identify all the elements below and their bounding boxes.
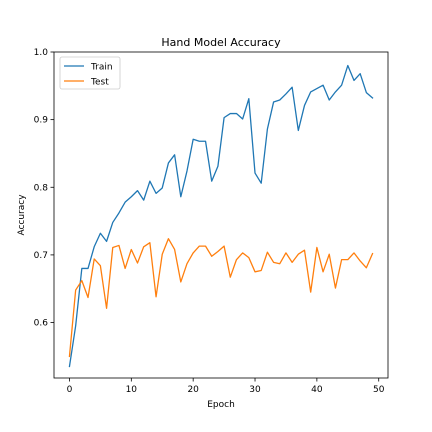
x-tick-label: 20 xyxy=(187,385,199,395)
series-line-test xyxy=(68,238,374,358)
x-tick-label: 50 xyxy=(373,385,385,395)
x-tick-label: 40 xyxy=(311,385,323,395)
y-tick-label: 0.6 xyxy=(34,319,49,329)
y-tick-label: 0.7 xyxy=(34,251,48,261)
y-tick-label: 1.0 xyxy=(34,48,49,58)
x-tick-label: 30 xyxy=(249,385,261,395)
chart-title: Hand Model Accuracy xyxy=(161,36,281,49)
y-axis-label: Accuracy xyxy=(17,194,27,236)
x-tick-label: 10 xyxy=(126,385,138,395)
x-tick-label: 0 xyxy=(67,385,73,395)
x-axis-label: Epoch xyxy=(207,400,235,410)
y-tick-label: 0.8 xyxy=(34,183,49,193)
legend-label-test: Test xyxy=(90,78,109,88)
y-tick-label: 0.9 xyxy=(34,116,49,126)
legend: Train Test xyxy=(59,56,121,90)
legend-label-train: Train xyxy=(90,63,113,73)
series-line-train xyxy=(68,64,374,368)
plot-area xyxy=(68,64,374,368)
plot-frame xyxy=(53,51,389,379)
